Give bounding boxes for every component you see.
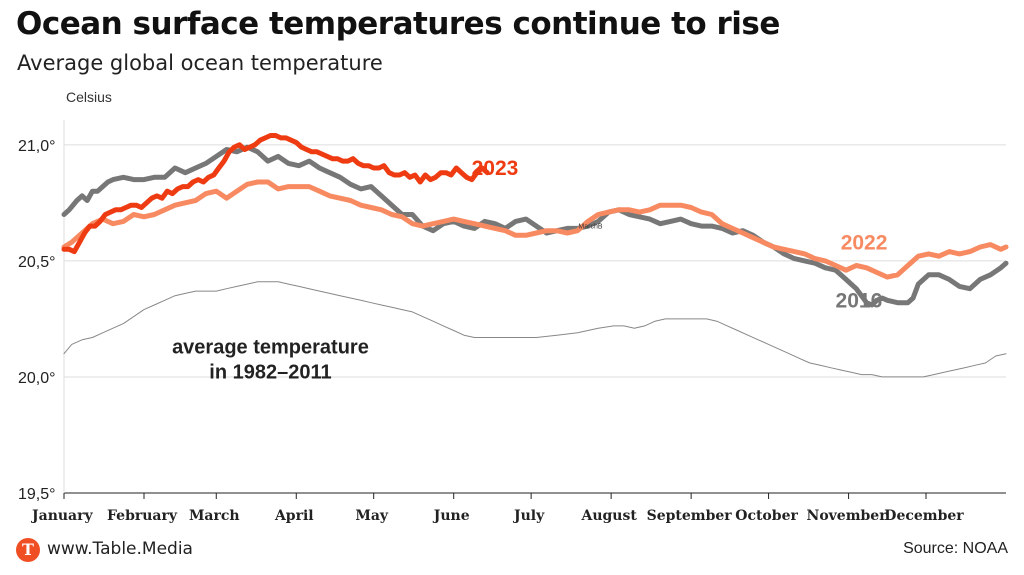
y-axis-label: Celsius: [66, 89, 112, 105]
series-label-average: average temperature in 1982–2011: [172, 337, 369, 384]
x-tick-label: April: [274, 508, 314, 524]
x-tick-label: October: [735, 508, 798, 524]
x-tick-label: August: [580, 508, 637, 524]
x-tick-label: February: [107, 508, 178, 524]
series-label-line: in 1982–2011: [209, 362, 331, 384]
chart-annotation: MarchB: [578, 223, 602, 230]
chart-subtitle: Average global ocean temperature: [17, 51, 383, 75]
x-tick-label: November: [807, 508, 888, 524]
y-tick-label: 20,5°: [18, 254, 56, 271]
x-tick-label: December: [884, 508, 964, 524]
x-tick-label: January: [30, 508, 94, 524]
series-label-2023: 2023: [472, 157, 519, 180]
series-label-2016: 2016: [836, 289, 883, 312]
series-line-2016: [61, 144, 1009, 308]
x-tick-label: June: [432, 508, 470, 524]
line-chart: Celsius 19,5° 20,0° 20,5° 21,0° January Febr…: [18, 89, 1009, 524]
series-label-2022: 2022: [841, 231, 888, 254]
table-media-logo-icon: T: [16, 538, 40, 562]
page-title: Ocean surface temperatures continue to r…: [16, 6, 780, 42]
series-line-average-temperature-in-1982-2011: [63, 281, 1007, 378]
y-tick-label: 21,0°: [18, 138, 56, 155]
footer-site-link[interactable]: www.Table.Media: [47, 539, 193, 559]
series-line-2022: [61, 179, 1009, 280]
x-tick-label: September: [647, 508, 733, 524]
x-tick-label: March: [189, 508, 240, 524]
footer-source: Source: NOAA: [903, 540, 1008, 557]
x-tick-label: July: [512, 508, 545, 524]
series-label-line: average temperature: [172, 337, 369, 359]
y-tick-label: 19,5°: [18, 486, 56, 503]
x-tick-label: May: [355, 508, 389, 524]
y-tick-label: 20,0°: [18, 370, 56, 387]
series-line-2023: [61, 133, 490, 255]
